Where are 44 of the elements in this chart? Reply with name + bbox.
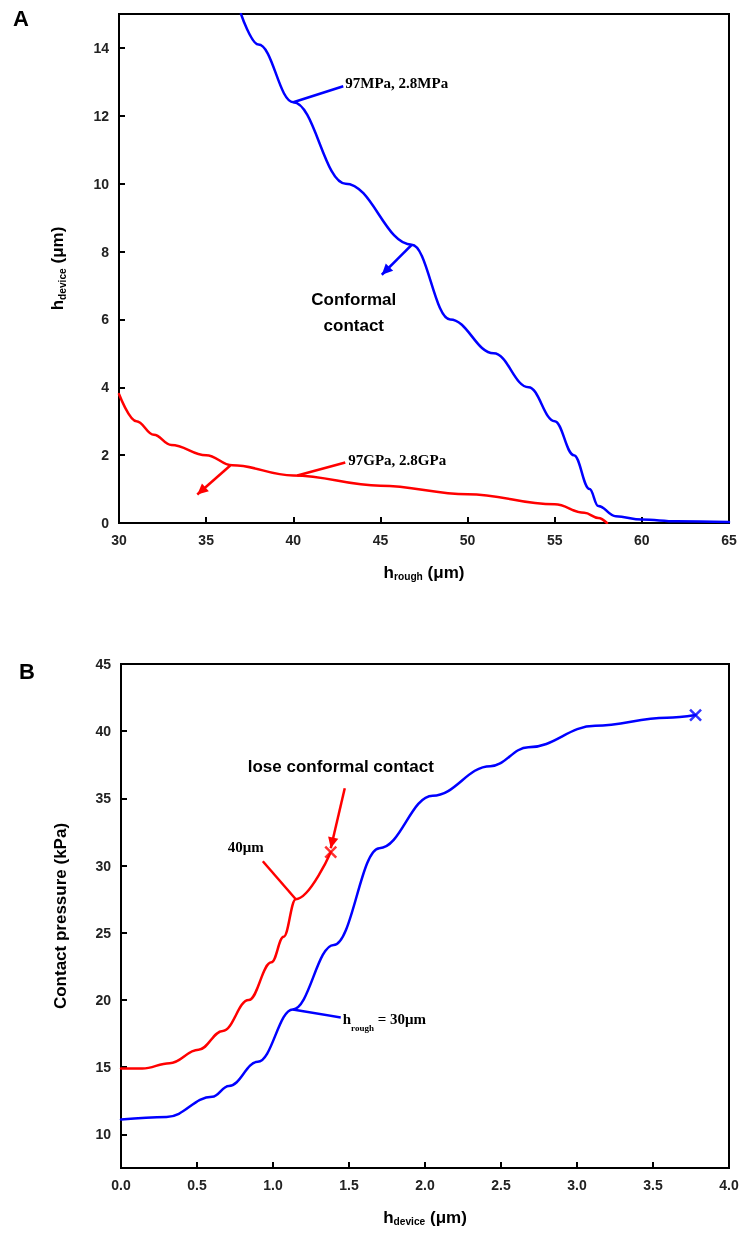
y-tick-label: 10 xyxy=(95,1126,112,1143)
y-tick-label: 12 xyxy=(93,107,110,124)
x-tick-label: 40 xyxy=(285,532,302,548)
x-tick-label: 1.0 xyxy=(263,1177,283,1193)
x-tick-label: 55 xyxy=(546,532,563,548)
y-tick-label: 8 xyxy=(101,243,110,260)
annotation: 97GPa, 2.8GPa xyxy=(348,452,447,469)
x-tick-label: 0.0 xyxy=(111,1177,131,1193)
y-tick-label: 45 xyxy=(95,656,112,672)
x-tick-label: 3.5 xyxy=(643,1177,663,1193)
y-tick-label: 20 xyxy=(95,992,112,1008)
x-tick-label: 0.5 xyxy=(187,1177,207,1193)
y-tick-label: 14 xyxy=(93,39,110,56)
y-tick-label: 40 xyxy=(95,723,112,740)
x-tick-label: 60 xyxy=(634,532,650,548)
x-axis-title: hrough (μm) xyxy=(383,562,465,582)
y-tick-label: 6 xyxy=(101,311,110,328)
x-tick-label: 1.5 xyxy=(339,1177,359,1193)
y-tick-label: 10 xyxy=(93,175,110,192)
y-tick-label: 15 xyxy=(95,1059,112,1076)
chart-title: A xyxy=(13,5,29,31)
x-tick-label: 2.0 xyxy=(415,1177,435,1193)
y-axis-title: Contact pressure (kPa) xyxy=(51,822,70,1010)
x-tick-label: 3.0 xyxy=(567,1177,587,1193)
y-tick-label: 2 xyxy=(101,447,110,464)
x-tick-label: 2.5 xyxy=(491,1177,511,1193)
annotation: lose conformal contact xyxy=(247,756,435,776)
y-tick-label: 35 xyxy=(95,790,112,807)
annotation: 40μm xyxy=(227,839,265,856)
x-tick-label: 35 xyxy=(198,532,215,548)
y-tick-label: 30 xyxy=(95,857,112,874)
x-tick-label: 30 xyxy=(111,532,127,548)
annotation: Conformal contact xyxy=(311,290,397,336)
annotation: 97MPa, 2.8MPa xyxy=(345,75,449,92)
y-tick-label: 25 xyxy=(95,924,112,941)
y-tick-label: 0 xyxy=(101,515,110,531)
x-tick-label: 4.0 xyxy=(719,1177,739,1193)
x-tick-label: 45 xyxy=(372,532,389,548)
x-tick-label: 65 xyxy=(721,532,737,548)
y-axis-title: hdevice (μm) xyxy=(48,226,68,311)
y-tick-label: 4 xyxy=(101,379,110,396)
x-axis-title: hdevice (μm) xyxy=(383,1207,467,1227)
x-tick-label: 50 xyxy=(459,532,476,548)
chart-title: B xyxy=(19,658,35,684)
